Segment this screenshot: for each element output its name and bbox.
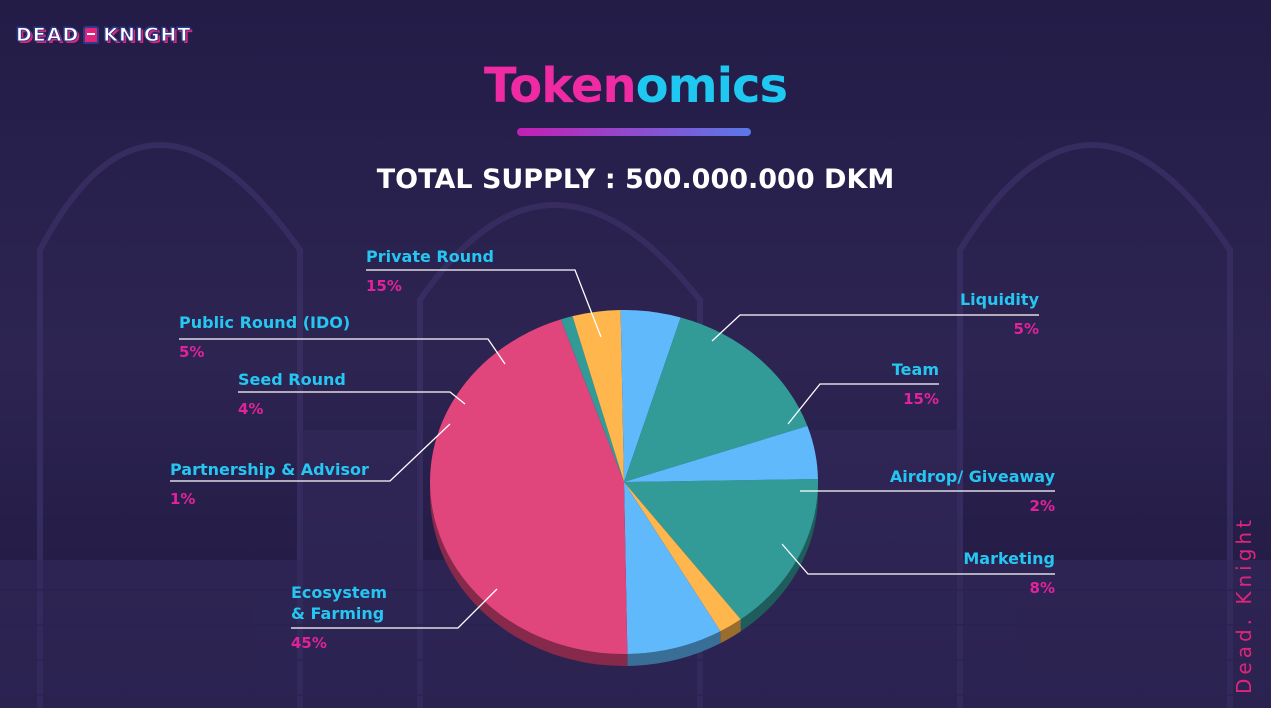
- knight-helmet-icon: [83, 26, 100, 44]
- pie-side-team: [740, 482, 818, 632]
- slice-label-liquidity: Liquidity: [960, 290, 1040, 309]
- leader-line-ecosystem-farming: [291, 588, 498, 629]
- slice-label-seed-round: Seed Round: [238, 370, 346, 389]
- leader-line-partnership-advisor: [170, 423, 451, 482]
- slice-label-public-round-ido-: Public Round (IDO): [179, 313, 350, 332]
- slice-label-private-round: Private Round: [366, 247, 494, 266]
- dead-knight-logo[interactable]: DEAD KNIGHT: [15, 22, 192, 48]
- pie-slice-seed-round: [572, 310, 624, 482]
- title-part-token: Token: [483, 58, 637, 114]
- slice-label-airdrop-giveaway: Airdrop/ Giveaway: [890, 467, 1056, 486]
- pie-slice-liquidity: [624, 426, 818, 482]
- page-title: Tokenomics: [0, 58, 1271, 114]
- logo-word-left: DEAD: [15, 24, 80, 47]
- pie-slice-marketing: [624, 482, 721, 654]
- slice-label-ecosystem-farming: & Farming: [291, 604, 384, 623]
- slice-percent-team: 15%: [903, 390, 939, 408]
- title-part-omics: omics: [635, 58, 788, 114]
- pie-side-marketing: [627, 631, 721, 666]
- leader-line-public-round-ido-: [179, 338, 506, 365]
- slice-percent-partnership-advisor: 1%: [170, 490, 195, 508]
- slice-percent-public-round-ido-: 5%: [179, 343, 204, 361]
- pie-side-walls: [430, 482, 818, 666]
- pie-slice-public-round-ido-: [620, 310, 681, 482]
- slice-percent-seed-round: 4%: [238, 400, 263, 418]
- pie-slice-private-round: [624, 317, 808, 482]
- pie-slice-partnership-advisor: [560, 316, 624, 482]
- side-brand-text: Dead. Knight: [1232, 516, 1256, 694]
- slice-label-marketing: Marketing: [963, 549, 1055, 568]
- pie-slice-team: [624, 478, 818, 620]
- slice-percent-ecosystem-farming: 45%: [291, 634, 327, 652]
- slice-percent-marketing: 8%: [1030, 579, 1055, 597]
- slice-label-partnership-advisor: Partnership & Advisor: [170, 460, 369, 479]
- title-underline: [517, 128, 751, 136]
- slice-percent-private-round: 15%: [366, 277, 402, 295]
- total-supply: TOTAL SUPPLY : 500.000.000 DKM: [376, 164, 895, 195]
- slice-percent-airdrop-giveaway: 2%: [1030, 497, 1055, 515]
- leader-line-marketing: [781, 543, 1055, 575]
- logo-word-right: KNIGHT: [103, 24, 192, 47]
- pie-side-airdrop-giveaway: [720, 619, 741, 644]
- slice-percent-liquidity: 5%: [1014, 320, 1039, 338]
- slice-label-ecosystem-farming: Ecosystem: [291, 583, 387, 602]
- leader-line-seed-round: [238, 391, 466, 405]
- leader-line-private-round: [366, 269, 602, 338]
- pie-slice-ecosystem-farming: [430, 319, 628, 655]
- leader-line-team: [787, 383, 939, 425]
- pie-slice-airdrop-giveaway: [624, 482, 741, 632]
- slice-label-team: Team: [892, 360, 939, 379]
- leader-line-liquidity: [711, 314, 1039, 342]
